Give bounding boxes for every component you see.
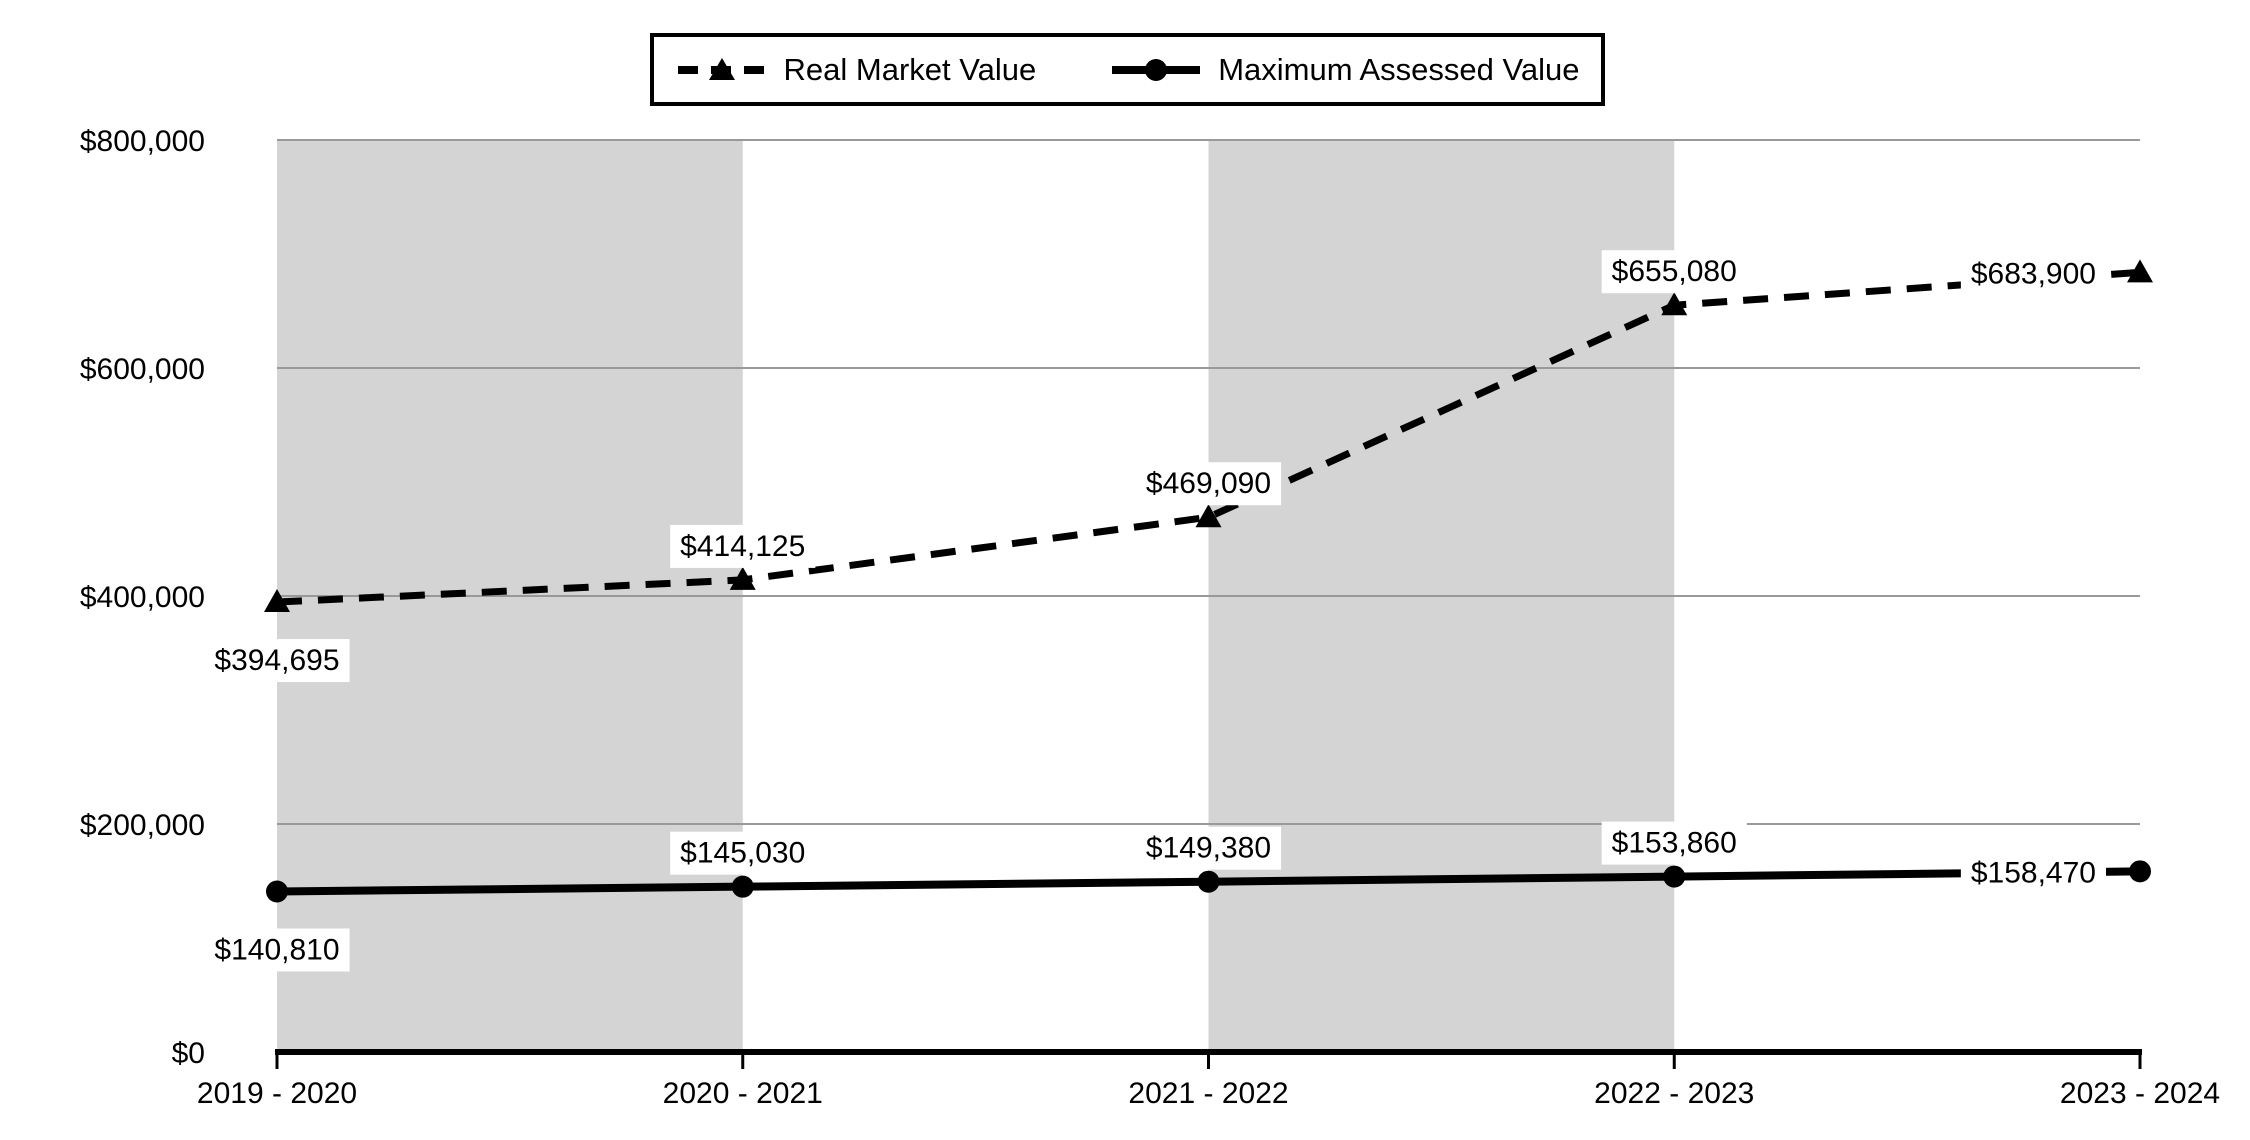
data-label: $149,380 (1146, 832, 1271, 865)
triangle-marker (2127, 259, 2153, 283)
data-label: $655,080 (1612, 255, 1737, 288)
circle-marker (1663, 865, 1686, 888)
y-axis-tick-label: $800,000 (80, 125, 205, 158)
data-label: $140,810 (214, 933, 339, 966)
data-label: $683,900 (1971, 257, 2096, 290)
circle-marker (731, 875, 754, 898)
chart-legend: Real Market Value Maximum Assessed Value (650, 33, 1605, 106)
circle-marker (1197, 870, 1220, 893)
x-axis-tick-label: 2023 - 2024 (2060, 1077, 2220, 1110)
data-label-background (1960, 252, 2106, 296)
legend-item-real-market-value: Real Market Value (676, 51, 1037, 88)
data-label: $153,860 (1612, 827, 1737, 860)
data-label: $158,470 (1971, 856, 2096, 889)
data-label-background (204, 928, 350, 972)
data-label-background (1135, 826, 1282, 870)
solid-line-circle-icon (1112, 58, 1201, 81)
data-label-background (204, 639, 350, 683)
data-label-background (1960, 851, 2106, 895)
triangle-marker (264, 589, 290, 613)
x-axis-tick-label: 2022 - 2023 (1594, 1077, 1754, 1110)
triangle-marker (729, 566, 756, 590)
circle-marker (2129, 860, 2151, 883)
y-axis-tick-label: $600,000 (80, 353, 205, 386)
y-axis-tick-label: $200,000 (80, 809, 205, 842)
data-label-background (1135, 462, 1282, 506)
dashed-line-triangle-icon (677, 57, 766, 80)
data-label-background (670, 831, 816, 875)
data-label: $469,090 (1146, 467, 1271, 500)
y-axis-tick-label: $400,000 (80, 581, 205, 614)
data-label: $414,125 (680, 530, 805, 563)
series-line-dashed (276, 268, 2141, 606)
data-label: $145,030 (680, 837, 805, 870)
circle-marker (266, 880, 288, 903)
data-label-background (670, 524, 816, 568)
data-label: $394,695 (214, 644, 339, 677)
x-axis-tick-label: 2020 - 2021 (663, 1077, 823, 1110)
x-axis-tick-label: 2021 - 2022 (1128, 1077, 1288, 1110)
legend-item-maximum-assessed-value: Maximum Assessed Value (1110, 52, 1579, 88)
x-axis-tick-label: 2019 - 2020 (197, 1077, 357, 1110)
y-axis-tick-label: $0 (172, 1037, 205, 1070)
triangle-marker (1195, 504, 1222, 528)
triangle-marker (1661, 292, 1688, 316)
data-label-background (1601, 250, 1747, 294)
legend-label-real-market-value: Real Market Value (783, 51, 1037, 87)
legend-label-maximum-assessed-value: Maximum Assessed Value (1218, 51, 1580, 87)
data-label-background (1601, 821, 1747, 865)
